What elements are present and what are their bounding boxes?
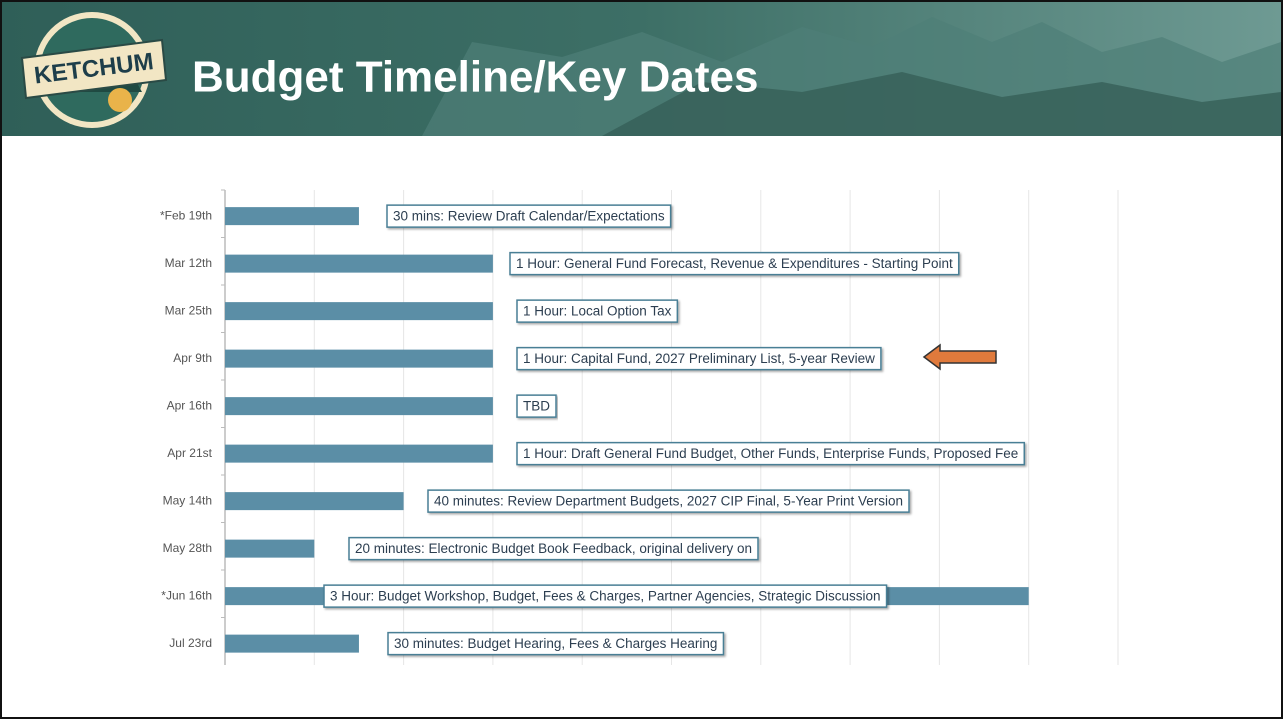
- annotation-text: 30 minutes: Budget Hearing, Fees & Charg…: [394, 636, 717, 651]
- logo: KETCHUM: [20, 12, 168, 128]
- bar: [225, 349, 493, 368]
- annotation: 3 Hour: Budget Workshop, Budget, Fees & …: [323, 584, 888, 608]
- y-tick-label: *Feb 19th: [160, 208, 212, 222]
- annotation-box: [516, 394, 557, 418]
- slide-title: Budget Timeline/Key Dates: [192, 53, 758, 102]
- bar: [225, 492, 404, 511]
- annotation-text: 3 Hour: Budget Workshop, Budget, Fees & …: [330, 589, 881, 604]
- annotation: 30 minutes: Budget Hearing, Fees & Charg…: [387, 631, 725, 656]
- bar: [225, 444, 493, 463]
- bar: [225, 539, 315, 558]
- bar: [225, 207, 359, 226]
- bar: [225, 634, 359, 653]
- annotation-box: [516, 299, 679, 323]
- annotation: 20 minutes: Electronic Budget Book Feedb…: [348, 536, 759, 561]
- y-tick-label: May 28th: [163, 541, 212, 555]
- y-tick-label: Mar 25th: [165, 303, 212, 317]
- annotation-box: [516, 441, 1026, 466]
- annotation-box: [509, 251, 960, 276]
- bar: [225, 397, 493, 416]
- annotation-box: [387, 631, 725, 656]
- annotation: 30 mins: Review Draft Calendar/Expectati…: [386, 204, 672, 228]
- annotation-text: 1 Hour: General Fund Forecast, Revenue &…: [516, 256, 953, 271]
- y-tick-label: Mar 12th: [165, 256, 212, 270]
- annotation: 1 Hour: Draft General Fund Budget, Other…: [516, 441, 1026, 466]
- annotation-text: 30 mins: Review Draft Calendar/Expectati…: [393, 209, 665, 224]
- annotation-text: 1 Hour: Local Option Tax: [523, 304, 672, 319]
- annotation-text: TBD: [523, 399, 550, 414]
- annotation: 1 Hour: General Fund Forecast, Revenue &…: [509, 251, 960, 276]
- annotation-box: [427, 489, 910, 513]
- annotation-box: [516, 346, 882, 371]
- y-tick-label: *Jun 16th: [161, 588, 212, 602]
- y-tick-label: Apr 16th: [167, 398, 212, 412]
- y-tick-label: Apr 21st: [167, 446, 212, 460]
- annotation: 1 Hour: Local Option Tax: [516, 299, 679, 323]
- annotation-text: 40 minutes: Review Department Budgets, 2…: [434, 494, 903, 509]
- annotation-text: 20 minutes: Electronic Budget Book Feedb…: [355, 541, 752, 556]
- annotation-text: 1 Hour: Capital Fund, 2027 Preliminary L…: [523, 351, 875, 366]
- annotation: 1 Hour: Capital Fund, 2027 Preliminary L…: [516, 346, 882, 371]
- plot-area: *Feb 19th 30 mins: Review Draft Calendar/…: [160, 189, 1119, 665]
- annotation: TBD: [516, 394, 557, 418]
- bar: [225, 302, 493, 321]
- y-tick-label: Apr 9th: [173, 351, 212, 365]
- bar: [225, 254, 493, 273]
- annotation-box: [386, 204, 672, 228]
- annotation-box: [348, 536, 759, 561]
- annotation: 40 minutes: Review Department Budgets, 2…: [427, 489, 910, 513]
- header: KETCHUM Budget Timeline/Key Dates: [2, 2, 1281, 136]
- annotation-box: [323, 584, 888, 608]
- y-tick-label: Jul 23rd: [169, 636, 212, 650]
- y-tick-label: May 14th: [163, 493, 212, 507]
- annotation-text: 1 Hour: Draft General Fund Budget, Other…: [523, 446, 1018, 461]
- highlight-arrow: [922, 343, 997, 371]
